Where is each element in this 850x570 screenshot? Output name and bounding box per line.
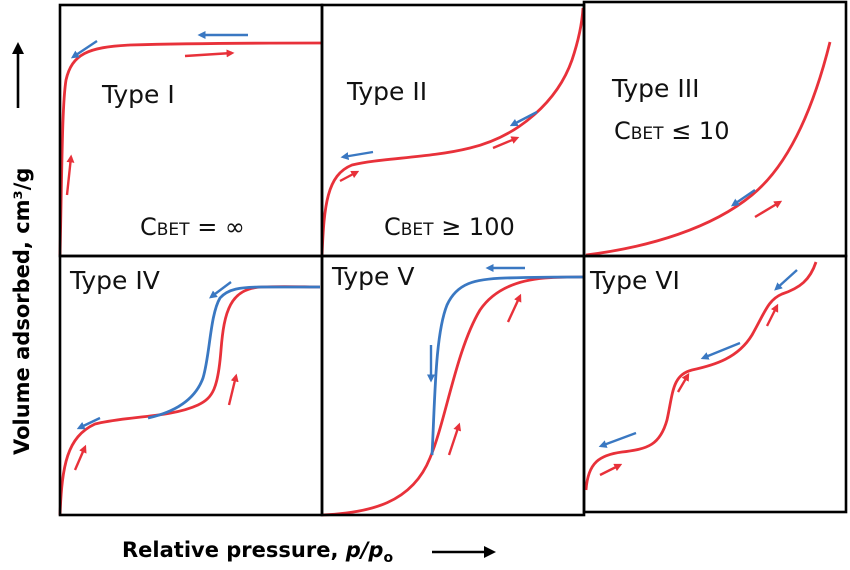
type-v-adsorption-curve [321, 275, 585, 517]
type-ii-arrow-down [509, 110, 538, 127]
y-axis-label: Volume adsorbed, cm³/g [10, 168, 34, 455]
type-iv-arrow-down-top [209, 281, 232, 299]
type-iii-cbet-note: CBET ≤ 10 [614, 117, 729, 145]
type-vi-adsorption-curve [584, 261, 818, 491]
type-ii-arrow-right [492, 136, 520, 150]
type-i-title: Type I [101, 80, 175, 109]
type-iv-title: Type IV [69, 266, 160, 295]
type-i-arrow-down [70, 40, 98, 59]
type-ii-title: Type II [346, 77, 427, 106]
type-vi-arrow-up-1 [599, 463, 623, 477]
panel-type-iv: Type IV [58, 254, 324, 517]
type-vi-frame [582, 254, 848, 514]
type-ii-arrow-left [340, 150, 374, 161]
type-i-arrow-up [65, 154, 75, 196]
type-iii-arrow-down [730, 189, 756, 207]
panel-type-vi: Type VI [582, 254, 848, 514]
type-v-arrow-up-top [506, 293, 522, 323]
type-vi-arrow-down-1 [598, 431, 637, 448]
type-i-cbet-note: CBET = ∞ [140, 213, 245, 241]
type-iv-desorption-curve [147, 285, 320, 420]
type-vi-arrow-up-3 [765, 303, 779, 327]
type-ii-adsorption-curve [320, 7, 585, 257]
type-v-arrow-up-step [447, 422, 462, 456]
panel-type-ii: Type II CBET ≥ 100 [320, 3, 586, 258]
panel-type-v: Type V [320, 254, 586, 517]
type-iii-adsorption-curve [585, 41, 832, 257]
type-vi-title: Type VI [589, 266, 680, 295]
type-vi-arrow-up-2 [676, 372, 690, 393]
type-iv-arrow-down-low [76, 416, 101, 430]
type-v-desorption-curve [430, 275, 585, 456]
type-vi-arrow-down-2 [700, 341, 741, 360]
type-i-arrow-right [184, 49, 235, 58]
type-v-title: Type V [331, 262, 414, 291]
panel-type-i: Type I CBET = ∞ [58, 3, 324, 258]
type-ii-arrow-up [339, 170, 360, 183]
panel-type-iii: Type III CBET ≤ 10 [582, 0, 848, 258]
type-iv-adsorption-curve [58, 285, 321, 516]
type-iii-arrow-right [754, 200, 783, 219]
type-iii-title: Type III [611, 74, 700, 103]
x-axis-label: Relative pressure, p/po [122, 538, 393, 566]
type-ii-cbet-note: CBET ≥ 100 [384, 213, 515, 241]
type-vi-arrow-down-3 [774, 269, 798, 291]
type-i-adsorption-curve [58, 41, 323, 256]
type-iv-arrow-up-lower [73, 444, 87, 471]
type-iv-arrow-up-step [227, 373, 239, 406]
